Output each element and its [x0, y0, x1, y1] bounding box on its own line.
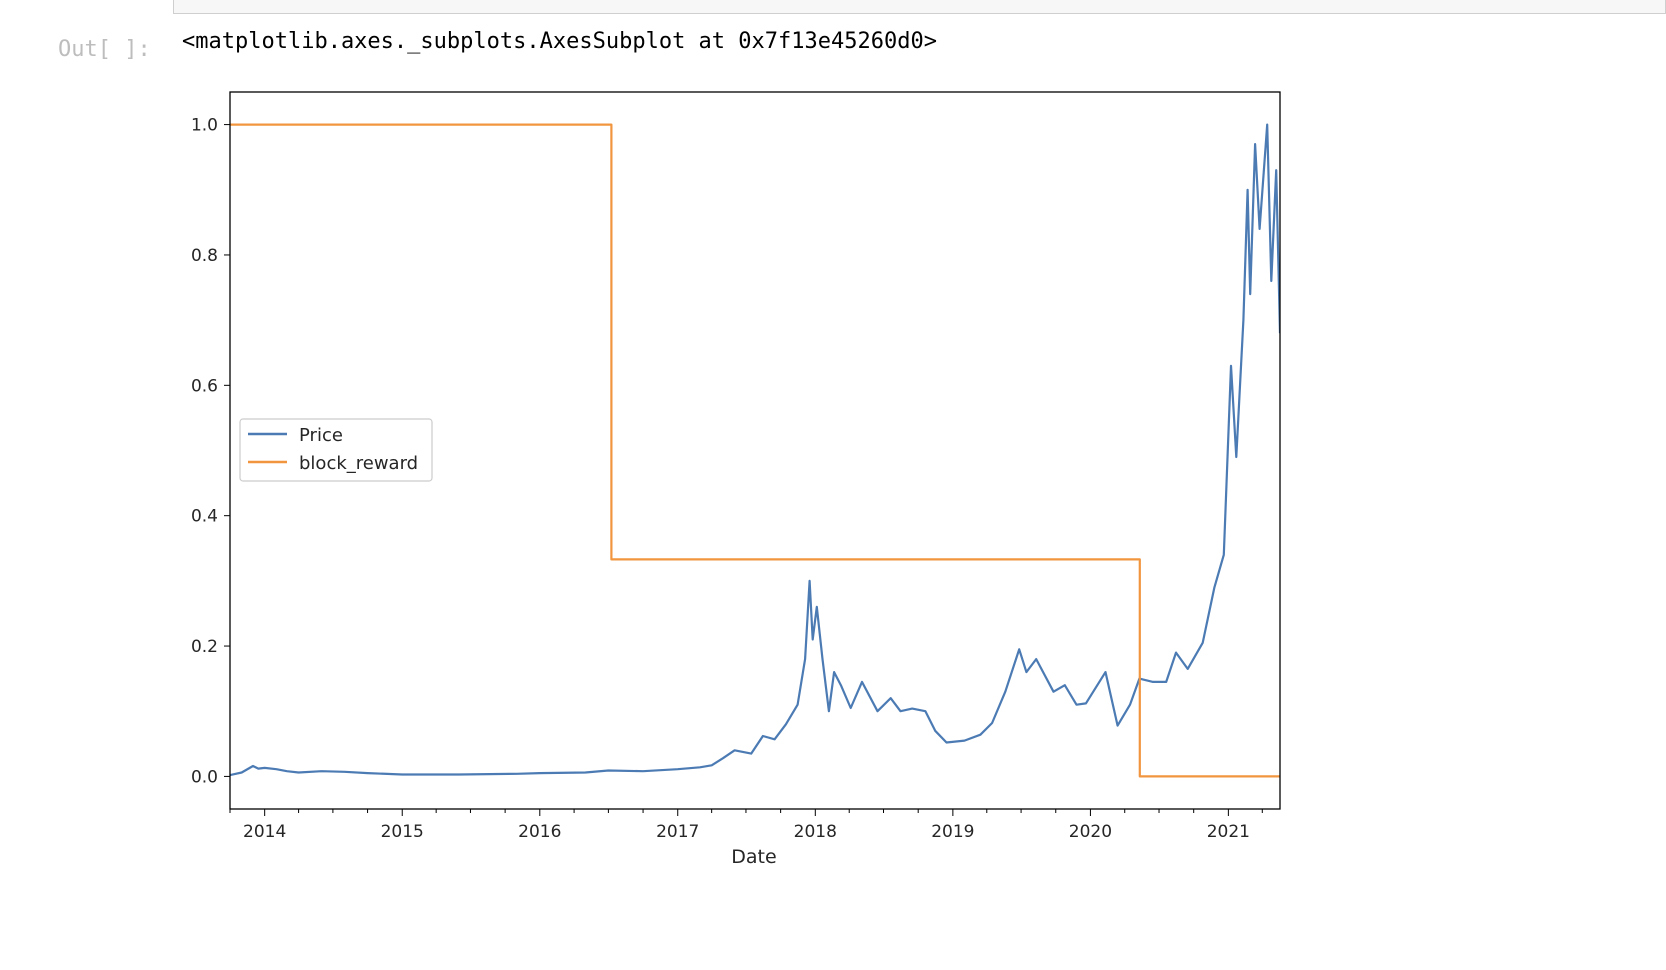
output-prompt: Out[ ]: [58, 37, 151, 62]
output-repr: <matplotlib.axes._subplots.AxesSubplot a… [182, 29, 937, 54]
x-tick-label: 2015 [381, 822, 424, 842]
x-axis-title: Date [731, 846, 776, 868]
x-tick-label: 2021 [1207, 822, 1250, 842]
legend-label-block-reward: block_reward [299, 453, 418, 474]
series-line-price [230, 123, 1280, 777]
y-tick-label: 0.6 [191, 376, 218, 396]
x-tick-label: 2016 [518, 822, 561, 842]
y-tick-label: 0.2 [191, 637, 218, 657]
x-axis: 2014 2015 2016 2017 2018 2019 2020 2021 [229, 809, 1263, 842]
x-tick-label: 2018 [794, 822, 837, 842]
y-tick-label: 0.0 [191, 767, 218, 787]
y-tick-label: 0.8 [191, 246, 218, 266]
y-tick-label: 1.0 [191, 116, 218, 136]
axes-frame [229, 91, 1281, 810]
x-tick-label: 2020 [1069, 822, 1112, 842]
legend-label-price: Price [299, 425, 343, 446]
x-tick-label: 2017 [656, 822, 699, 842]
x-tick-label: 2014 [243, 822, 286, 842]
y-tick-label: 0.4 [191, 507, 218, 527]
legend: Price block_reward [239, 418, 433, 482]
y-axis: 0.0 0.2 0.4 0.6 0.8 1.0 [191, 116, 230, 787]
legend-frame [239, 418, 433, 482]
series-line-block-reward [230, 123, 1280, 778]
x-tick-label: 2019 [931, 822, 974, 842]
